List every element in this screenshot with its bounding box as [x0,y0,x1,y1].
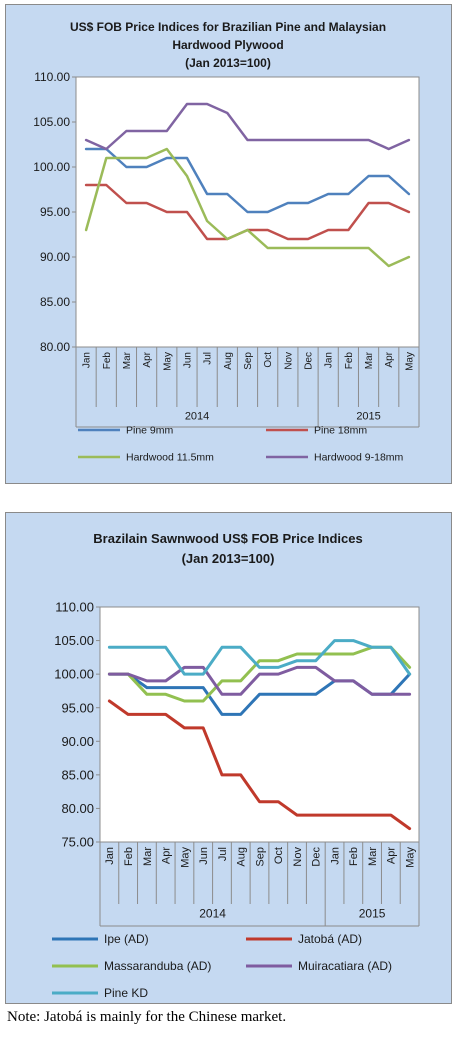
x-tick-label-aug: Aug [223,352,234,370]
plywood-chart: US$ FOB Price Indices for Brazilian Pine… [33,20,420,464]
year-label-2015: 2015 [359,907,386,921]
x-tick-label-mar: Mar [142,847,154,866]
x-tick-label-mar: Mar [122,351,133,369]
legend-label-pine-9mm: Pine 9mm [126,425,174,437]
x-tick-label-feb: Feb [123,847,135,866]
series-line-pine-kd [107,639,412,676]
x-tick-label-jan: Jan [324,352,335,368]
x-tick-label-may: May [179,847,191,868]
x-tick-label-feb: Feb [102,352,113,370]
chart-title-line: (Jan 2013=100) [185,56,271,70]
series-line-pine-9mm [84,147,411,214]
y-tick-label: 95.00 [61,700,94,715]
year-label-2015: 2015 [356,410,380,422]
plot-area [99,606,420,843]
series-line-jatob-ad [107,699,412,831]
x-tick-label-sep: Sep [254,847,266,867]
series-line-hardwood-9-18mm [84,102,411,151]
y-tick-label: 85.00 [61,767,94,782]
x-tick-label-sep: Sep [243,352,254,370]
sawnwood-chart-panel: Brazilain Sawnwood US$ FOB Price Indices… [5,512,452,1004]
legend-label-massaranduba-ad: Massaranduba (AD) [104,959,211,973]
y-tick-label: 85.00 [40,295,70,309]
x-tick-label-nov: Nov [283,352,294,370]
x-tick-label-dec: Dec [311,847,323,867]
y-tick-label: 80.00 [40,340,70,354]
footnote: Note: Jatobá is mainly for the Chinese m… [7,1009,287,1025]
legend-label-pine-kd: Pine KD [104,986,148,1000]
x-tick-label-jan: Jan [329,847,341,865]
x-tick-label-aug: Aug [236,847,248,867]
y-tick-label: 110.00 [34,70,70,84]
x-tick-label-mar: Mar [364,351,375,369]
x-tick-label-jun: Jun [198,847,210,865]
series-line-hardwood-11-5mm [84,147,411,268]
chart-title-line: (Jan 2013=100) [182,551,275,566]
legend-label-muiracatiara-ad: Muiracatiara (AD) [298,959,392,973]
legend-label-pine-18mm: Pine 18mm [314,425,367,437]
x-tick-label-may: May [404,352,415,371]
x-tick-label-jul: Jul [217,847,229,861]
legend-label-ipe-ad: Ipe (AD) [104,932,149,946]
y-tick-label: 110.00 [55,600,94,615]
y-tick-label: 100.00 [54,667,94,682]
sawnwood-chart: Brazilain Sawnwood US$ FOB Price Indices… [52,531,420,1000]
x-tick-label-oct: Oct [263,352,274,368]
series-line-muiracatiara-ad [107,665,412,696]
x-tick-label-apr: Apr [384,351,395,367]
year-label-2014: 2014 [199,907,226,921]
legend-label-jatob-ad: Jatobá (AD) [298,932,362,946]
y-tick-label: 105.00 [54,633,94,648]
chart-title-line: US$ FOB Price Indices for Brazilian Pine… [70,20,386,34]
x-tick-label-apr: Apr [142,351,153,367]
y-tick-label: 95.00 [40,205,70,219]
x-tick-label-jan: Jan [104,847,116,865]
x-tick-label-oct: Oct [273,847,285,864]
x-tick-label-apr: Apr [386,847,398,864]
x-tick-label-may: May [162,352,173,371]
y-tick-label: 75.00 [61,835,94,850]
y-tick-label: 80.00 [61,801,94,816]
x-tick-label-feb: Feb [344,352,355,370]
x-tick-label-mar: Mar [367,847,379,866]
x-tick-label-may: May [404,847,416,868]
legend-label-hardwood-9-18mm: Hardwood 9-18mm [314,452,404,464]
x-tick-label-feb: Feb [348,847,360,866]
y-tick-label: 90.00 [40,250,70,264]
x-tick-label-jun: Jun [182,352,193,368]
y-tick-label: 90.00 [61,734,94,749]
x-tick-label-dec: Dec [304,352,315,370]
chart-title-line: Hardwood Plywood [172,38,283,52]
year-label-2014: 2014 [185,410,209,422]
x-tick-label-nov: Nov [292,847,304,867]
legend-label-hardwood-11-5mm: Hardwood 11.5mm [126,452,214,464]
x-tick-label-jan: Jan [82,352,93,368]
plywood-chart-panel: US$ FOB Price Indices for Brazilian Pine… [5,4,452,484]
y-tick-label: 105.00 [33,115,70,129]
y-tick-label: 100.00 [33,160,70,174]
chart-title-line: Brazilain Sawnwood US$ FOB Price Indices [93,531,362,546]
series-line-massaranduba-ad [107,645,412,703]
x-tick-label-apr: Apr [161,847,173,864]
x-tick-label-jul: Jul [203,352,214,365]
